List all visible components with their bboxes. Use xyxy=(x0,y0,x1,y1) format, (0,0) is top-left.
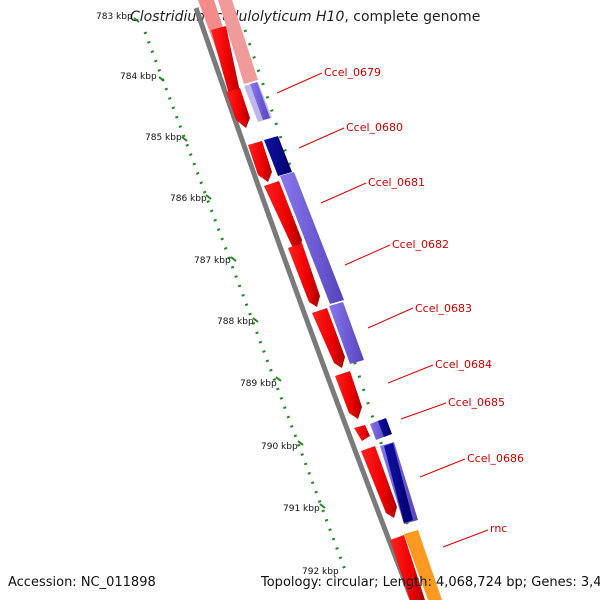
ruler-major-tick xyxy=(319,503,326,509)
ruler-tick-label: 789 kbp xyxy=(240,379,277,389)
ruler-tick-label: 784 kbp xyxy=(120,72,157,82)
gene-label[interactable]: Ccel_0683 xyxy=(415,302,472,315)
cds-feature[interactable] xyxy=(361,446,397,518)
cog-feature[interactable] xyxy=(250,82,270,120)
cog-feature[interactable] xyxy=(378,418,392,437)
ruler-major-tick xyxy=(181,136,188,142)
gene-label[interactable]: Ccel_0686 xyxy=(467,452,524,465)
gene-label[interactable]: Ccel_0685 xyxy=(448,396,505,409)
cds-feature[interactable] xyxy=(288,243,320,307)
ruler-tick-label: 785 kbp xyxy=(145,133,182,143)
gene-label[interactable]: Ccel_0680 xyxy=(346,121,403,134)
gene-label[interactable]: rnc xyxy=(490,522,507,535)
leader-line xyxy=(367,307,414,329)
ruler-major-tick xyxy=(205,194,212,200)
topology-label: Topology: circular; Length: 4,068,724 bp… xyxy=(261,575,600,590)
gene-label[interactable]: Ccel_0682 xyxy=(392,238,449,251)
gene-label[interactable]: Ccel_0684 xyxy=(435,358,492,371)
title-suffix: , complete genome xyxy=(344,9,481,25)
ruler-tick-label: 787 kbp xyxy=(194,256,231,266)
leader-line xyxy=(344,244,391,266)
cds-feature[interactable] xyxy=(226,88,250,128)
cds-feature[interactable] xyxy=(390,535,425,600)
cog-feature[interactable] xyxy=(280,172,344,304)
cog-feature[interactable] xyxy=(264,136,292,176)
leader-line xyxy=(387,364,434,384)
cog-feature[interactable] xyxy=(384,443,413,523)
ruler-tick-label: 788 kbp xyxy=(217,317,254,327)
gene-label[interactable]: Ccel_0681 xyxy=(368,176,425,189)
ruler-tick-label: 786 kbp xyxy=(170,194,207,204)
cog-feature[interactable] xyxy=(329,302,364,364)
ruler-major-tick xyxy=(158,76,165,82)
gene-label[interactable]: Ccel_0679 xyxy=(324,66,381,79)
ruler-major-tick xyxy=(275,376,282,382)
ruler-tick-label: 783 kbp xyxy=(96,12,133,22)
ruler-major-tick xyxy=(297,440,304,446)
ruler-tick-label: 791 kbp xyxy=(283,504,320,514)
leader-line xyxy=(320,182,367,204)
cds-feature[interactable] xyxy=(312,308,345,368)
cds-feature[interactable] xyxy=(354,425,370,441)
leader-line xyxy=(400,402,447,420)
leader-line xyxy=(419,458,466,478)
ruler-major-tick xyxy=(252,317,259,323)
cds-feature[interactable] xyxy=(211,26,240,98)
gene-label-lines xyxy=(276,72,489,548)
gene-labels: Ccel_0679 Ccel_0680 Ccel_0681 Ccel_0682 … xyxy=(324,66,524,535)
leader-line xyxy=(298,127,345,149)
ruler-tick-label: 790 kbp xyxy=(261,442,298,452)
cog-track xyxy=(218,0,442,600)
cog-feature[interactable] xyxy=(370,420,386,440)
ruler-major-tick xyxy=(133,17,140,23)
genome-backbone xyxy=(193,7,415,600)
ruler-major-tick xyxy=(230,256,237,262)
cds-feature[interactable] xyxy=(335,371,362,419)
accession-label: Accession: NC_011898 xyxy=(8,575,156,590)
leader-line xyxy=(442,529,489,548)
cds-feature[interactable] xyxy=(264,181,302,251)
cds-feature[interactable] xyxy=(248,141,272,182)
ruler-labels: 783 kbp 784 kbp 785 kbp 786 kbp 787 kbp … xyxy=(96,12,339,577)
leader-line xyxy=(276,72,323,94)
ruler-tick-label: 792 kbp xyxy=(302,567,339,577)
cds-track xyxy=(198,0,425,600)
cog-feature[interactable] xyxy=(218,0,258,84)
cog-feature[interactable] xyxy=(404,530,442,600)
